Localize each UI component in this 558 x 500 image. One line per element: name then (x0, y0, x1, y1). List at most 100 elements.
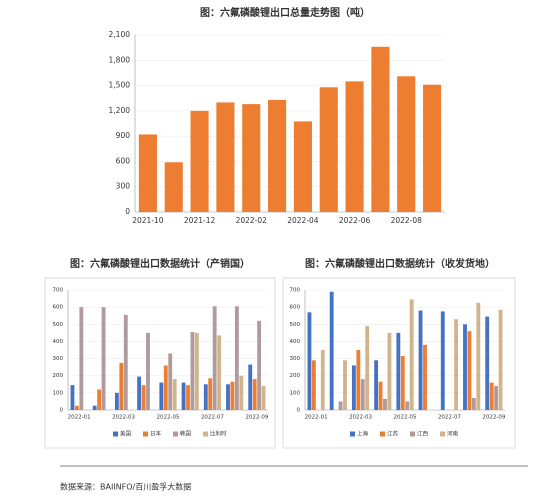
bar (387, 332, 392, 410)
bar (405, 401, 410, 410)
x-tick-label: 2022-01 (68, 415, 91, 421)
y-tick-label: 600 (290, 305, 301, 311)
bar (70, 385, 75, 410)
bar (329, 291, 334, 410)
legend-swatch (380, 431, 385, 437)
bar (343, 360, 347, 410)
legend-swatch (203, 431, 208, 437)
bar (494, 386, 499, 410)
bar (252, 379, 257, 410)
bar (138, 134, 157, 212)
bar (186, 385, 190, 410)
bar (74, 405, 79, 410)
bar (383, 398, 387, 410)
y-tick-label: 400 (290, 339, 301, 345)
y-tick-label: 600 (53, 305, 64, 311)
bar (226, 384, 230, 410)
x-tick-label: 2022-08 (391, 216, 423, 225)
x-tick-label: 2022-07 (438, 415, 461, 421)
bar (319, 87, 338, 212)
x-tick-label: 2022-03 (112, 415, 135, 421)
bar (463, 324, 467, 410)
bar (356, 350, 361, 410)
y-tick-label: 600 (116, 156, 131, 165)
chart-title: 图：六氟磷酸锂出口数据统计（收发货地） (305, 257, 495, 270)
x-tick-label: 2022-03 (349, 415, 372, 421)
y-tick-label: 700 (290, 288, 301, 294)
bar (159, 382, 164, 410)
bar (92, 405, 97, 410)
legend-swatch (113, 431, 118, 437)
bar (489, 382, 494, 410)
footer: 数据来源：BAIINFO/百川盈孚大数据 (60, 482, 191, 492)
chart-title: 图：六氟磷酸锂出口总量走势图（吨） (200, 6, 370, 19)
y-tick-label: 0 (297, 408, 301, 414)
bar (230, 381, 235, 410)
x-tick-label: 2022-01 (305, 415, 328, 421)
y-tick-label: 700 (53, 288, 64, 294)
bar (190, 332, 195, 410)
bar (378, 381, 383, 410)
bar (485, 316, 490, 410)
bar (397, 76, 416, 212)
x-tick-label: 2022-06 (339, 216, 371, 225)
bar (498, 309, 503, 410)
bar (242, 104, 261, 212)
legend-swatch (440, 431, 445, 437)
y-tick-label: 500 (290, 322, 301, 328)
bar (146, 332, 150, 410)
y-tick-label: 100 (290, 390, 301, 396)
x-tick-label: 2022-05 (394, 415, 417, 421)
bar (164, 162, 183, 212)
legend-label: 上海 (357, 430, 369, 438)
bar (440, 311, 445, 410)
bar (268, 99, 287, 212)
y-tick-label: 300 (53, 356, 64, 362)
x-tick-label: 2022-05 (157, 415, 180, 421)
bar (261, 386, 266, 410)
legend-swatch (173, 431, 178, 437)
bar (257, 320, 262, 410)
bar (217, 335, 222, 410)
x-tick-label: 2021-12 (184, 216, 216, 225)
chart-title: 图：六氟磷酸锂出口数据统计（产销国） (70, 257, 250, 270)
bar (97, 389, 102, 410)
bar (423, 344, 427, 410)
bar (351, 365, 356, 410)
bar (409, 299, 414, 410)
bar (467, 331, 472, 410)
bar (248, 364, 253, 410)
legend-swatch (410, 431, 415, 437)
bar (216, 102, 235, 212)
bar (293, 121, 312, 212)
bar (79, 307, 84, 410)
bar (141, 385, 146, 410)
y-tick-label: 200 (290, 373, 301, 379)
x-tick-label: 2022-04 (287, 216, 319, 225)
bar (190, 110, 209, 212)
bar (168, 353, 173, 410)
bar (307, 312, 312, 410)
y-tick-label: 1,500 (109, 81, 131, 90)
bar (172, 379, 177, 410)
legend-label: 韩国 (180, 430, 192, 438)
x-tick-label: 2022-09 (482, 415, 505, 421)
x-tick-label: 2022-09 (245, 415, 268, 421)
bar (203, 384, 208, 410)
bar (208, 378, 213, 410)
legend-label: 美国 (120, 430, 132, 438)
bar (454, 319, 459, 410)
bar (163, 365, 168, 410)
x-tick-label: 2021-10 (132, 216, 164, 225)
y-tick-label: 900 (116, 131, 131, 140)
bar (137, 376, 142, 410)
panel (282, 277, 516, 449)
bar (471, 398, 476, 410)
bar (234, 306, 239, 410)
y-tick-label: 0 (60, 408, 64, 414)
y-tick-label: 400 (53, 339, 64, 345)
legend-label: 比利时 (210, 430, 227, 438)
bar (181, 382, 186, 410)
